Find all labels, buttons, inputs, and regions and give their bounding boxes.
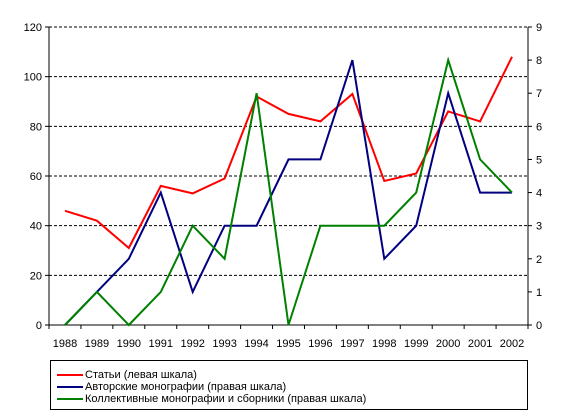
right-tick-label: 8 — [536, 55, 542, 67]
x-tick-label: 1992 — [180, 338, 204, 350]
series-line-1 — [64, 56, 513, 250]
legend-item-articles: Статьи (левая шкала) — [57, 368, 197, 382]
right-axis-ticks: 0 1 2 3 4 5 6 7 8 9 — [528, 22, 542, 332]
right-tick-label: 3 — [536, 221, 542, 233]
left-tick-label: 40 — [30, 221, 42, 233]
legend: Статьи (левая шкала) Авторские монографи… — [50, 360, 528, 410]
left-tick-label: 0 — [36, 320, 42, 332]
x-tick-label: 1996 — [308, 338, 332, 350]
left-tick-label: 100 — [24, 72, 42, 84]
x-tick-label: 1989 — [85, 338, 109, 350]
series-lines — [64, 56, 513, 327]
right-tick-label: 7 — [536, 88, 542, 100]
x-tick-label: 1991 — [149, 338, 173, 350]
x-tick-label: 1993 — [212, 338, 236, 350]
right-tick-label: 5 — [536, 154, 542, 166]
grid-lines — [49, 26, 528, 276]
right-tick-label: 1 — [536, 287, 542, 299]
legend-swatch-articles — [57, 374, 83, 376]
x-tick-label: 1995 — [276, 338, 300, 350]
x-tick-label: 1990 — [117, 338, 141, 350]
x-tick-label: 1988 — [53, 338, 77, 350]
left-axis-ticks: 0 20 40 60 80 100 120 — [24, 22, 49, 332]
legend-label-collective-monographs: Коллективные монографии и сборники (прав… — [85, 393, 367, 405]
left-tick-label: 80 — [30, 121, 42, 133]
x-tick-label: 2001 — [468, 338, 492, 350]
x-axis-ticks: 1988 1989 1990 1991 1992 1993 1994 1995 1996 1997… — [48, 325, 529, 350]
series-line-3 — [64, 56, 513, 327]
x-tick-label: 2002 — [500, 338, 524, 350]
left-tick-label: 60 — [30, 171, 42, 183]
legend-item-author-monographs: Авторские монографии (правая шкала) — [57, 380, 287, 394]
x-tick-label: 1998 — [372, 338, 396, 350]
x-tick-label: 2000 — [436, 338, 460, 350]
right-tick-label: 2 — [536, 254, 542, 266]
left-tick-label: 120 — [24, 22, 42, 34]
legend-label-articles: Статьи (левая шкала) — [85, 369, 197, 381]
legend-label-author-monographs: Авторские монографии (правая шкала) — [85, 381, 287, 393]
x-tick-label: 1999 — [404, 338, 428, 350]
right-tick-label: 0 — [536, 320, 542, 332]
right-tick-label: 6 — [536, 121, 542, 133]
legend-item-collective-monographs: Коллективные монографии и сборники (прав… — [57, 392, 367, 406]
series-line-2 — [64, 59, 512, 326]
right-tick-label: 9 — [536, 22, 542, 34]
x-tick-label: 1994 — [244, 338, 268, 350]
legend-swatch-author-monographs — [57, 386, 83, 388]
left-tick-label: 20 — [30, 270, 42, 282]
legend-swatch-collective-monographs — [57, 398, 83, 400]
x-tick-label: 1997 — [340, 338, 364, 350]
right-tick-label: 4 — [536, 188, 542, 200]
